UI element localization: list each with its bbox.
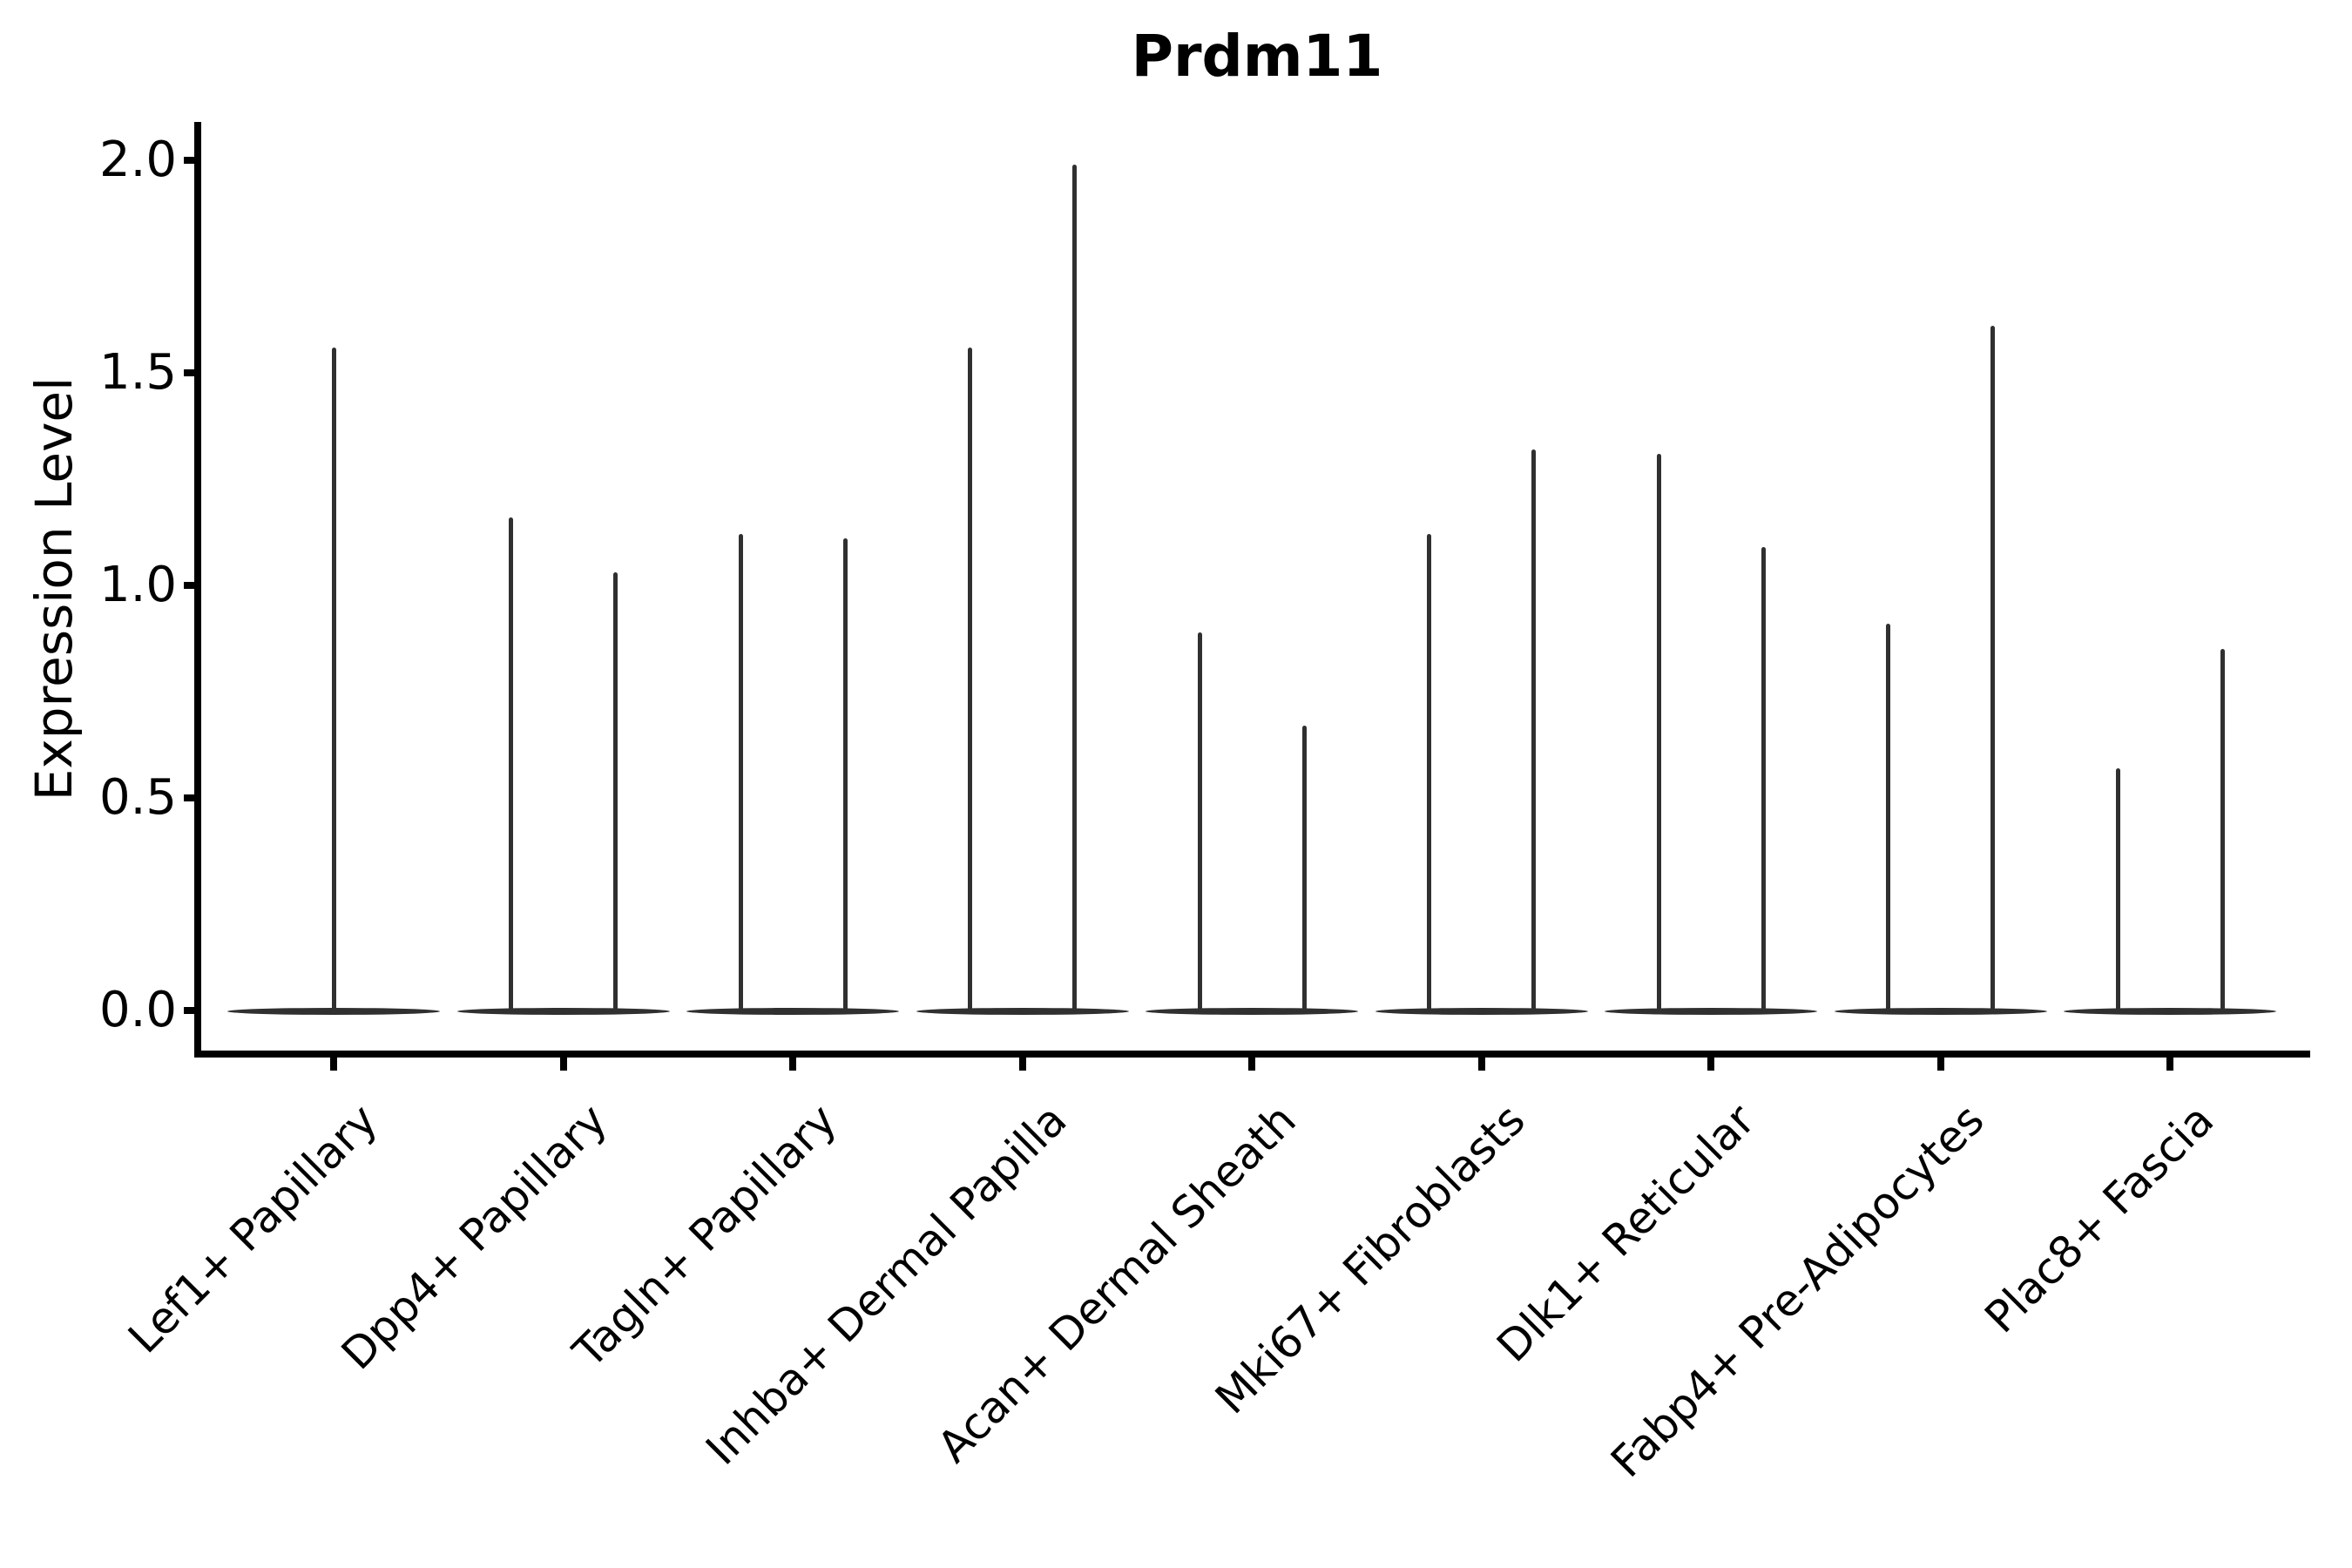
violin-spike: [1301, 726, 1307, 1010]
y-tick-label: 1.5: [98, 344, 177, 401]
violin-base: [456, 1008, 670, 1015]
violin-base: [2064, 1008, 2276, 1015]
x-tick-mark: [330, 1058, 337, 1071]
x-tick-label: Plac8+ Fascia: [1975, 1094, 2224, 1343]
x-tick-mark: [1248, 1058, 1255, 1071]
violin-spike: [2115, 767, 2120, 1010]
violin-base: [1375, 1008, 1588, 1015]
violin-spike: [1656, 453, 1661, 1010]
y-axis-label: Expression Level: [24, 376, 84, 801]
violin-spike: [842, 538, 848, 1010]
x-tick-label: Lef1+ Papillary: [118, 1094, 388, 1363]
plot-title: Prdm11: [1131, 23, 1383, 90]
x-tick-mark: [789, 1058, 796, 1071]
x-tick-mark: [1477, 1058, 1485, 1071]
violin-base: [227, 1008, 440, 1015]
violin-base: [686, 1008, 899, 1015]
y-tick-mark: [184, 1007, 198, 1014]
x-tick-mark: [2166, 1058, 2173, 1071]
y-tick-mark: [184, 794, 198, 801]
violin-spike: [509, 517, 513, 1010]
x-tick-mark: [1936, 1058, 1944, 1071]
violin-base: [916, 1008, 1129, 1015]
violin-base: [1834, 1008, 2047, 1015]
y-tick-label: 0.0: [98, 982, 177, 1038]
x-tick-label: Fabp4+ Pre-Adipocytes: [1601, 1094, 1995, 1488]
y-tick-label: 1.0: [98, 557, 177, 613]
violin-spike: [613, 572, 618, 1010]
x-tick-mark: [1018, 1058, 1026, 1071]
violin-spike: [968, 347, 972, 1010]
violin-spike: [1197, 632, 1202, 1010]
violin-spike: [1531, 449, 1536, 1010]
violin-base: [1146, 1008, 1358, 1015]
y-tick-label: 0.5: [98, 769, 177, 826]
y-tick-label: 2.0: [98, 132, 177, 188]
violin-spike: [1427, 534, 1431, 1010]
violin-base: [1605, 1008, 1817, 1015]
violin-spike: [1761, 547, 1766, 1010]
x-axis-spine: [194, 1051, 2310, 1058]
violin-spike: [1990, 326, 1995, 1010]
violin-spike: [2220, 649, 2225, 1010]
violin-spike: [1072, 164, 1077, 1010]
violin-spike: [331, 347, 336, 1010]
violin-spike: [738, 534, 743, 1010]
y-axis-spine: [194, 122, 201, 1058]
y-tick-mark: [184, 582, 198, 589]
y-tick-mark: [184, 369, 198, 376]
violin-spike: [1886, 623, 1890, 1010]
x-tick-mark: [1707, 1058, 1714, 1071]
x-tick-mark: [559, 1058, 567, 1071]
y-tick-mark: [184, 157, 198, 164]
